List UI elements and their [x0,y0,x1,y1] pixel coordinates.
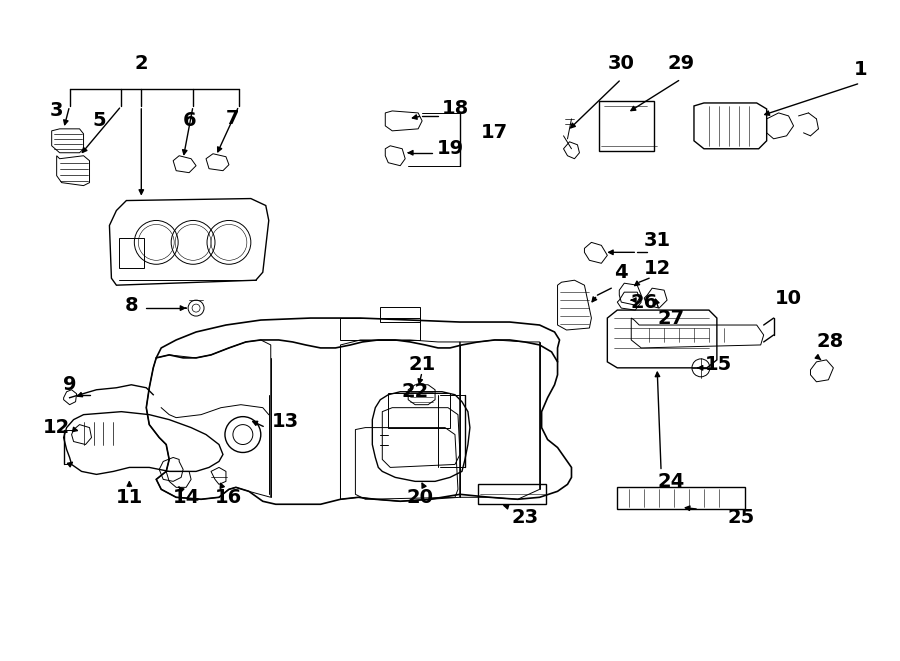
Bar [120,239,144,268]
Text: 5: 5 [93,112,106,130]
Text: 7: 7 [226,109,239,128]
Bar [340,318,420,340]
Text: 26: 26 [631,293,658,311]
Text: 13: 13 [272,412,300,431]
Text: 15: 15 [706,356,733,374]
Bar [478,485,545,504]
Text: 22: 22 [401,382,428,401]
Text: 9: 9 [63,375,76,394]
Bar [381,307,420,322]
Text: 14: 14 [173,488,200,507]
Text: 23: 23 [511,508,538,527]
Text: 28: 28 [817,332,844,352]
Text: 21: 21 [409,356,436,374]
Text: 10: 10 [775,289,802,307]
Text: 12: 12 [43,418,70,437]
Bar [599,101,654,151]
Text: 18: 18 [441,99,469,118]
Text: 20: 20 [407,488,434,507]
Text: 12: 12 [644,258,670,278]
Text: 24: 24 [657,472,685,491]
Text: 1: 1 [853,59,867,79]
Text: 2: 2 [134,54,148,73]
Text: 8: 8 [124,295,139,315]
Text: 19: 19 [436,139,464,158]
Bar [388,393,450,428]
Text: 30: 30 [608,54,634,73]
Text: 11: 11 [116,488,143,507]
Text: 6: 6 [183,112,196,130]
Text: 16: 16 [215,488,243,507]
Text: 29: 29 [668,54,695,73]
Text: 31: 31 [644,231,670,250]
Text: 4: 4 [615,262,628,282]
Text: 27: 27 [658,309,685,328]
Text: 3: 3 [50,101,63,120]
Text: 17: 17 [482,124,508,142]
Text: 25: 25 [727,508,754,527]
Bar [617,487,745,509]
